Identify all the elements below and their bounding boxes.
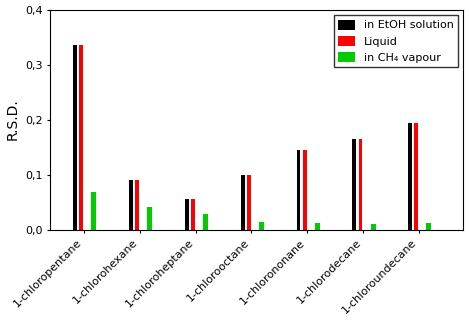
Bar xyxy=(185,199,189,230)
Bar xyxy=(191,199,195,230)
Bar xyxy=(303,150,307,230)
Bar xyxy=(426,223,431,230)
Bar xyxy=(414,124,418,230)
Bar xyxy=(358,139,363,230)
Bar xyxy=(241,175,245,230)
Bar xyxy=(247,175,251,230)
Bar xyxy=(203,214,208,230)
Bar xyxy=(259,222,264,230)
Bar xyxy=(147,206,152,230)
Bar xyxy=(352,139,356,230)
Bar xyxy=(79,45,83,230)
Bar xyxy=(135,180,139,230)
Bar xyxy=(408,124,412,230)
Bar xyxy=(129,180,133,230)
Legend: in EtOH solution, Liquid, in CH₄ vapour: in EtOH solution, Liquid, in CH₄ vapour xyxy=(333,15,458,67)
Bar xyxy=(315,222,320,230)
Bar xyxy=(91,192,97,230)
Y-axis label: R.S.D.: R.S.D. xyxy=(6,99,20,141)
Bar xyxy=(371,224,376,230)
Bar xyxy=(296,150,301,230)
Bar xyxy=(73,45,77,230)
